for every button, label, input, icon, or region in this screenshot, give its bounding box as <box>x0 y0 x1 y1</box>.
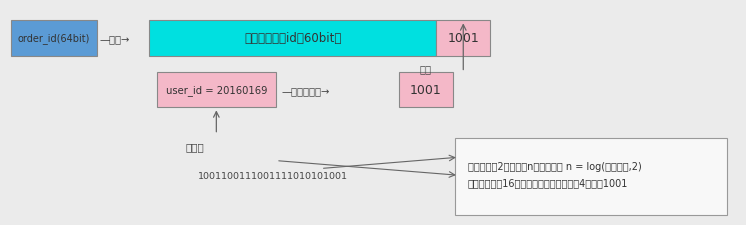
Text: user_id = 20160169: user_id = 20160169 <box>166 85 267 96</box>
Text: 分库基因取2进制的后n位，这里的 n = log(分片数量,2)
假如需要分为16个分片，则取二进制的后4位，即1001: 分库基因取2进制的后n位，这里的 n = log(分片数量,2) 假如需要分为1… <box>468 161 642 187</box>
Text: 1001: 1001 <box>410 84 442 97</box>
Text: 融入: 融入 <box>420 64 432 74</box>
FancyBboxPatch shape <box>157 73 276 108</box>
Text: —取分库基因→: —取分库基因→ <box>282 86 330 95</box>
FancyBboxPatch shape <box>455 138 727 215</box>
FancyBboxPatch shape <box>399 73 453 108</box>
Text: 1001100111001111010101001: 1001100111001111010101001 <box>198 171 348 180</box>
Text: 1001: 1001 <box>448 32 479 45</box>
Text: 生成全局唯一id（60bit）: 生成全局唯一id（60bit） <box>244 32 342 45</box>
Text: —生成→: —生成→ <box>100 34 131 44</box>
Text: order_id(64bit): order_id(64bit) <box>18 33 90 44</box>
Text: 二进制: 二进制 <box>185 141 204 151</box>
FancyBboxPatch shape <box>149 21 436 56</box>
FancyBboxPatch shape <box>436 21 490 56</box>
FancyBboxPatch shape <box>11 21 97 56</box>
